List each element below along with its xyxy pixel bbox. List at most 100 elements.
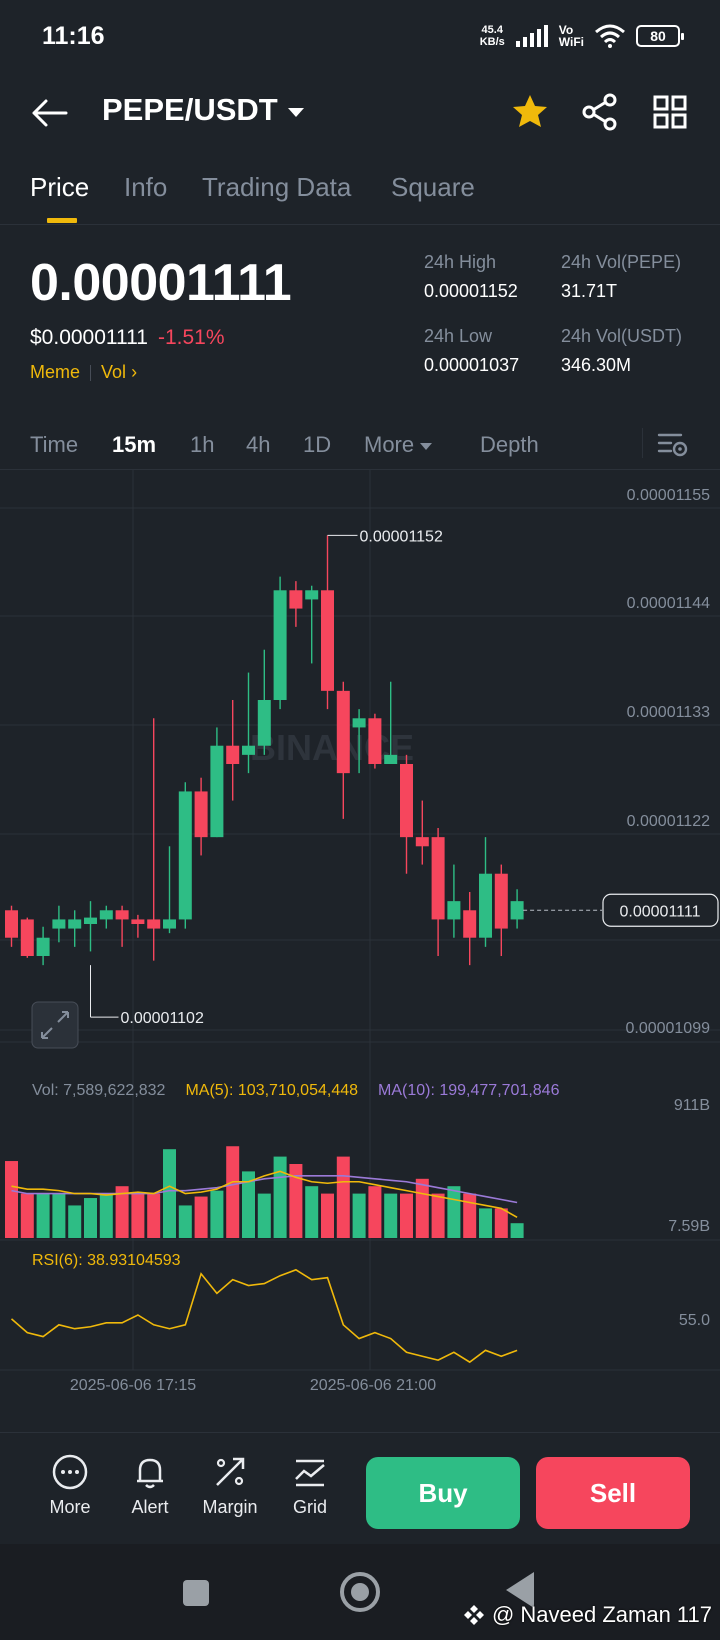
candle-body	[178, 791, 192, 920]
y-tick-label: 0.00001155	[627, 487, 710, 504]
volume-bar	[163, 1149, 176, 1238]
top-actions	[510, 92, 690, 132]
volume-bar	[68, 1205, 82, 1238]
bell-icon	[137, 1458, 163, 1489]
volume-bar	[368, 1186, 382, 1238]
battery-indicator: 80	[636, 25, 684, 47]
volume-bar	[131, 1193, 145, 1238]
grid-button[interactable]: Grid	[275, 1453, 345, 1518]
volume-bar	[463, 1193, 477, 1238]
candle-body	[84, 917, 97, 924]
active-tab-indicator	[47, 218, 77, 223]
candle-body	[99, 910, 113, 920]
interval-depth[interactable]: Depth	[480, 432, 539, 457]
tab-trading-data[interactable]: Trading Data	[202, 172, 352, 202]
volume-bar	[210, 1190, 224, 1238]
volume-legend: Vol: 7,589,622,832 MA(5): 103,710,054,44…	[32, 1082, 559, 1100]
interval-1h[interactable]: 1h	[190, 432, 215, 457]
recents-button[interactable]	[183, 1580, 209, 1606]
interval-more[interactable]: More	[364, 432, 433, 458]
expand-arrows-icon	[41, 1011, 69, 1039]
expand-icon	[31, 1001, 79, 1049]
star-icon[interactable]	[510, 92, 550, 132]
last-price-box	[602, 893, 719, 927]
vowifi-indicator: Vo WiFi	[558, 23, 584, 49]
rsi-line	[10, 1268, 518, 1364]
tags-row: Meme Vol ›	[30, 362, 137, 383]
volume-bar	[400, 1193, 413, 1238]
volume-bar	[415, 1178, 429, 1238]
wifi-icon	[595, 24, 625, 48]
candle-body	[336, 690, 350, 774]
volume-bar	[447, 1186, 461, 1238]
candle-body	[131, 919, 145, 924]
x-tick-label: 2025-06-06 21:00	[310, 1377, 436, 1394]
volume-min-label: 7.59B	[668, 1218, 710, 1235]
candle-body	[289, 590, 303, 609]
ma5-line	[11, 1170, 518, 1218]
chart-settings-icon[interactable]	[655, 429, 689, 459]
candlestick-chart[interactable]: BINANCE0.000011550.000011440.000011330.0…	[0, 470, 720, 1430]
system-nav-bar: @ Naveed Zaman 117	[0, 1544, 720, 1640]
volume-max-label: 911B	[674, 1097, 710, 1114]
volume-bar	[178, 1205, 192, 1238]
volume-bar	[194, 1196, 208, 1238]
grid-trading-icon	[295, 1459, 325, 1487]
tab-square[interactable]: Square	[391, 172, 475, 202]
sell-button[interactable]: Sell	[536, 1457, 690, 1529]
candle-body	[305, 590, 319, 600]
candle-body	[226, 745, 240, 764]
candle-body	[352, 718, 366, 728]
alert-button[interactable]: Alert	[115, 1453, 185, 1518]
candle-body	[147, 919, 161, 929]
margin-button[interactable]: Margin	[195, 1453, 265, 1518]
interval-bar: Time 15m 1h 4h 1D More Depth	[0, 420, 720, 470]
candle-body	[36, 937, 50, 956]
candle-body	[447, 901, 461, 920]
grid-menu-icon[interactable]	[650, 92, 690, 132]
margin-icon	[216, 1457, 245, 1486]
volume-bar	[510, 1223, 524, 1238]
chevron-right-icon: ›	[131, 362, 138, 382]
pair-selector[interactable]: PEPE/USDT	[102, 92, 304, 128]
bottom-action-bar: More Alert Margin Grid Buy Sell	[0, 1432, 720, 1544]
interval-1d[interactable]: 1D	[303, 432, 332, 457]
share-icon[interactable]	[580, 92, 620, 132]
price-change: -1.51%	[157, 326, 225, 349]
signal-icon	[515, 25, 548, 47]
candle-body	[510, 901, 524, 920]
volume-bar	[115, 1186, 129, 1238]
tab-price[interactable]: Price	[30, 172, 90, 202]
last-price: 0.00001111	[30, 254, 292, 312]
status-icons: 45.4 KB/s Vo WiFi 80	[480, 23, 684, 49]
y-tick-label: 0.00001099	[625, 1020, 710, 1037]
volume-bar	[336, 1156, 350, 1238]
ma10-label: MA(10): 199,477,701,846	[378, 1082, 560, 1099]
high-marker-label: 0.00001152	[360, 528, 443, 545]
volume-bar	[84, 1198, 97, 1238]
candle-body	[400, 764, 413, 838]
home-button[interactable]	[340, 1572, 380, 1612]
volume-bar	[305, 1186, 319, 1238]
candle-body	[242, 745, 255, 755]
candle-body	[463, 910, 477, 938]
interval-4h[interactable]: 4h	[246, 432, 271, 457]
volume-bar	[226, 1146, 240, 1238]
buy-button[interactable]: Buy	[366, 1457, 520, 1529]
top-bar: PEPE/USDT	[0, 80, 720, 146]
volume-bar	[289, 1164, 303, 1238]
interval-time[interactable]: Time	[30, 432, 79, 457]
status-bar: 11:16 45.4 KB/s Vo WiFi 80	[0, 0, 720, 80]
tag-meme[interactable]: Meme	[30, 362, 81, 382]
tag-vol[interactable]: Vol ›	[101, 362, 138, 382]
rsi-label: RSI(6): 38.93104593	[32, 1252, 181, 1269]
interval-15m[interactable]: 15m	[112, 432, 157, 457]
tab-info[interactable]: Info	[124, 172, 168, 202]
back-arrow-icon[interactable]	[30, 96, 70, 130]
stat-24h-high: 24h High 0.00001152	[424, 252, 518, 301]
back-button[interactable]	[506, 1572, 534, 1608]
more-button[interactable]: More	[35, 1453, 105, 1518]
volume-bar	[352, 1193, 366, 1238]
stat-24h-vol-base: 24h Vol(PEPE) 31.71T	[561, 252, 682, 301]
candle-body	[163, 919, 176, 929]
